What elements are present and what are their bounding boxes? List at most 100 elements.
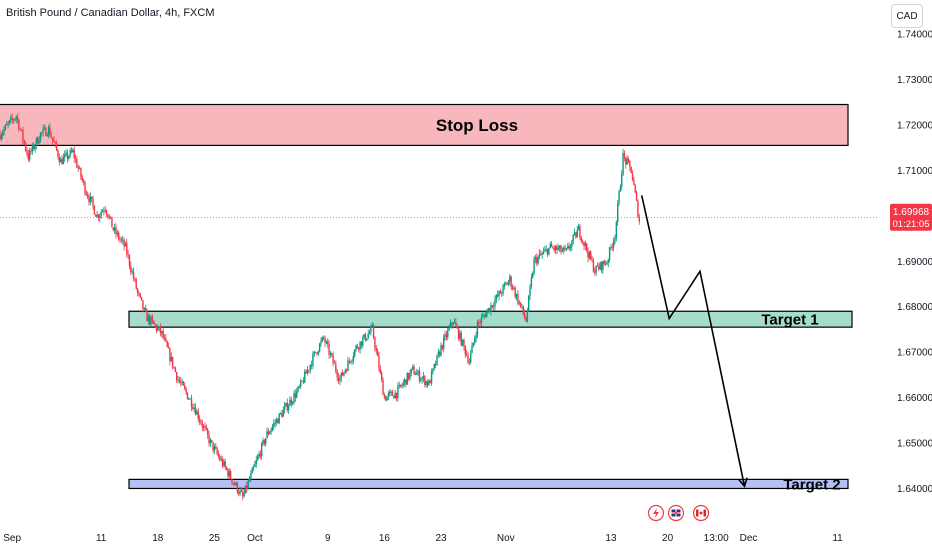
candle	[200, 421, 202, 424]
candle	[100, 212, 102, 216]
candle	[610, 247, 612, 248]
candle	[11, 117, 13, 120]
candle	[487, 308, 489, 312]
candle	[480, 317, 483, 323]
candle	[42, 128, 44, 133]
candle	[130, 265, 132, 272]
candle	[300, 380, 302, 387]
candle	[120, 239, 123, 241]
candle	[95, 214, 97, 217]
candle	[358, 348, 360, 350]
candle	[592, 260, 595, 272]
candle	[595, 265, 597, 273]
candle	[248, 479, 251, 482]
candle	[405, 379, 407, 385]
candle	[320, 340, 322, 344]
candle	[59, 159, 62, 163]
candle	[421, 378, 423, 380]
candle	[273, 423, 275, 427]
lightning-icon[interactable]	[647, 504, 665, 522]
candle	[402, 382, 404, 386]
candle	[189, 398, 191, 400]
candle	[376, 350, 379, 357]
candle	[196, 411, 198, 415]
candle	[440, 345, 442, 356]
candle	[523, 313, 526, 318]
candle	[274, 422, 276, 424]
candle	[224, 461, 226, 468]
candle	[177, 379, 179, 381]
candle	[407, 373, 410, 379]
canada-flag-icon[interactable]	[692, 504, 710, 522]
candle	[108, 216, 110, 218]
candle	[267, 431, 270, 434]
candle	[339, 378, 341, 381]
candle	[557, 248, 560, 250]
candle	[428, 380, 430, 386]
candle	[229, 471, 232, 479]
candle	[627, 158, 630, 162]
candle	[354, 349, 356, 357]
candle	[347, 360, 349, 372]
candle	[260, 443, 263, 457]
candle	[277, 419, 279, 424]
chart-title: British Pound / Canadian Dollar, 4h, FXC…	[6, 7, 215, 19]
x-tick-label: Dec	[740, 533, 758, 544]
candle	[638, 216, 640, 222]
candle	[197, 411, 199, 420]
candle	[598, 266, 600, 269]
candle	[302, 380, 305, 383]
candle	[192, 407, 194, 409]
candle	[46, 135, 48, 137]
x-axis[interactable]: Sep 11 18 25 Oct 9 16 23 Nov 13 20 13:00 Dec 11	[3, 533, 843, 544]
candle	[119, 239, 121, 240]
candle	[575, 232, 577, 238]
candle	[127, 254, 129, 256]
candle	[459, 332, 461, 339]
candle	[243, 493, 245, 497]
candle	[165, 337, 167, 342]
candle	[287, 405, 290, 411]
candle	[389, 391, 391, 394]
candle	[221, 459, 224, 466]
candle	[14, 119, 16, 121]
candle	[74, 158, 77, 159]
x-tick-label: 18	[152, 533, 164, 544]
canada-flag-leaf	[699, 511, 703, 515]
candle	[64, 154, 66, 158]
candle	[577, 225, 580, 231]
candle	[602, 261, 604, 271]
candle	[333, 362, 336, 364]
candle	[571, 241, 573, 247]
y-axis[interactable]: 1.740001.730001.720001.710001.700001.690…	[897, 30, 932, 495]
candle	[383, 394, 386, 398]
candle	[426, 381, 429, 386]
candle	[294, 393, 297, 398]
candle	[219, 456, 221, 461]
events-layer[interactable]	[647, 504, 710, 522]
canada-flag-band	[696, 509, 699, 517]
candle	[522, 306, 524, 314]
candle	[374, 338, 376, 349]
candle	[465, 354, 468, 356]
candle	[202, 426, 205, 428]
candle	[387, 393, 390, 397]
candle	[78, 167, 81, 169]
candle	[362, 338, 364, 346]
uk-flag-icon[interactable]	[667, 504, 685, 522]
forecast-line	[640, 195, 746, 487]
currency-button[interactable]: CAD	[891, 4, 923, 28]
candle	[184, 385, 186, 389]
candle	[343, 372, 345, 376]
candle	[368, 332, 371, 334]
candle	[486, 311, 488, 317]
candle	[216, 448, 218, 454]
x-tick-label: 11	[832, 533, 843, 544]
candle	[107, 214, 109, 218]
candle	[552, 247, 554, 248]
canada-flag-band	[703, 509, 706, 517]
candle	[26, 149, 28, 154]
candle	[509, 276, 511, 282]
candle	[150, 317, 152, 325]
